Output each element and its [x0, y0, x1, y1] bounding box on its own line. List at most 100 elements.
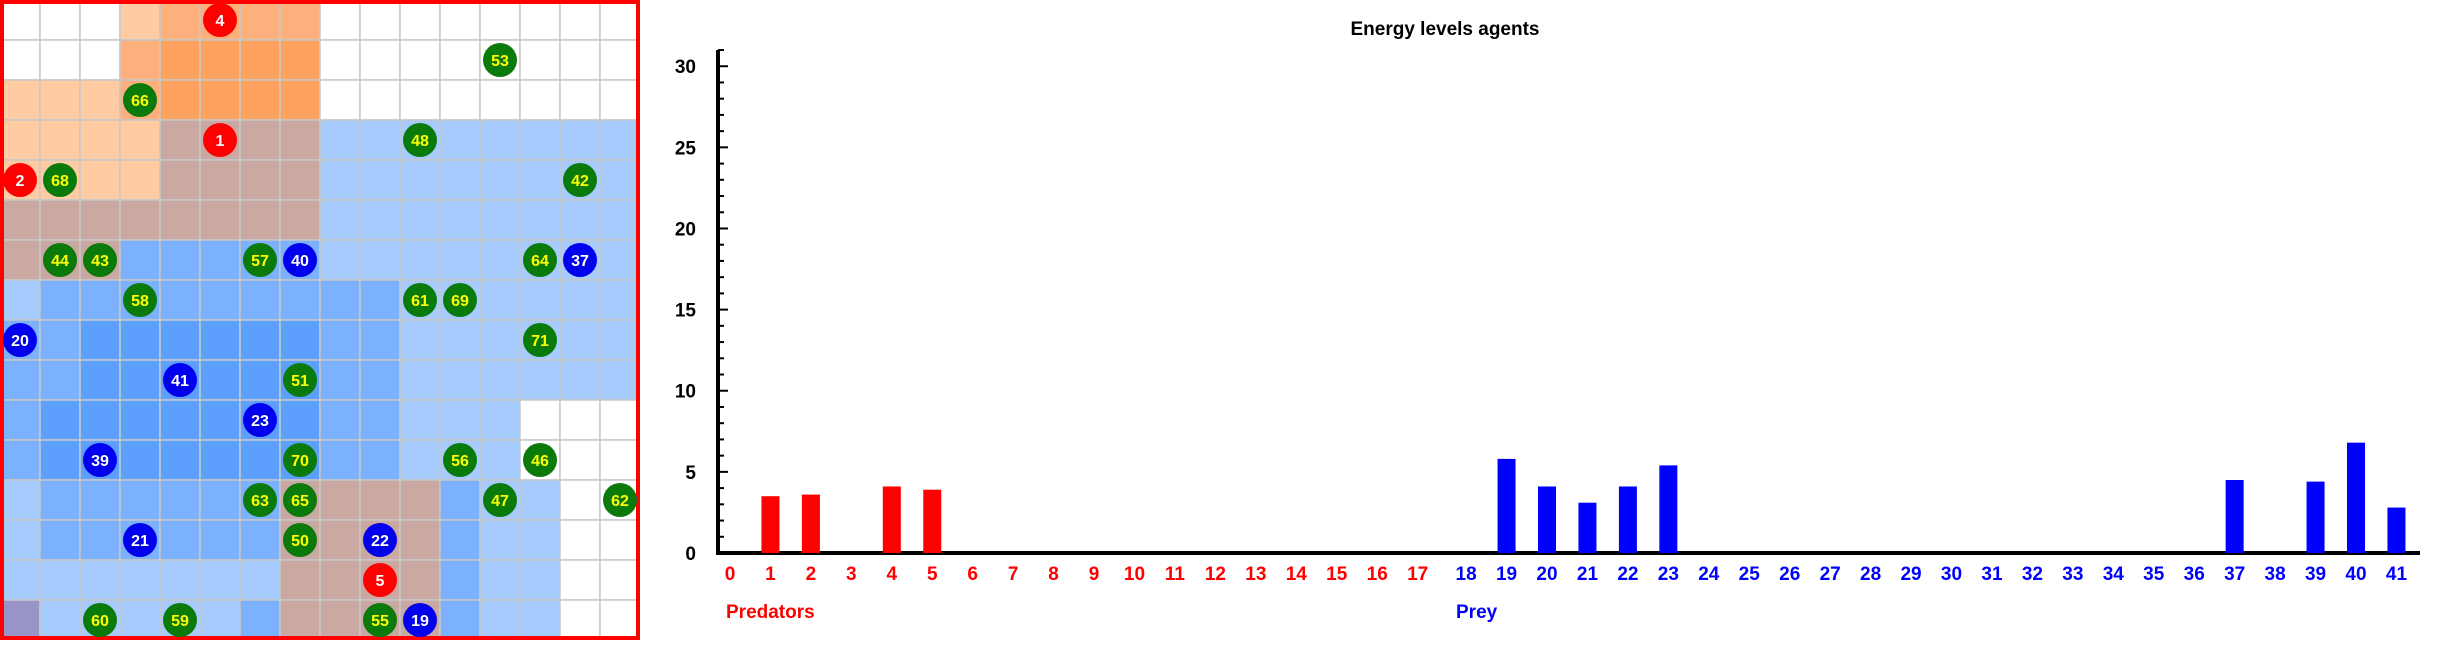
grid-cell — [559, 399, 601, 441]
predator-agent: 4 — [203, 3, 237, 37]
grid-cell — [519, 559, 561, 601]
energy-chart-canvas: Energy levels agents Predators Prey 0510… — [675, 19, 2420, 623]
x-tick-label: 35 — [2143, 564, 2165, 585]
x-tick-label: 24 — [1698, 564, 1720, 585]
grid-cell — [119, 39, 161, 81]
grid-cell — [479, 79, 521, 121]
grid-cell — [239, 39, 281, 81]
grid-cell — [599, 439, 641, 481]
grid-cell — [0, 559, 41, 601]
grid-cell — [119, 359, 161, 401]
food-agent: 42 — [563, 163, 597, 197]
grid-cell — [519, 39, 561, 81]
grid-cell — [319, 79, 361, 121]
grid-cell — [239, 79, 281, 121]
agent-id-label: 61 — [411, 293, 429, 310]
grid-cell — [479, 399, 521, 441]
x-tick-label: 22 — [1617, 564, 1638, 585]
grid-cell — [159, 279, 201, 321]
grid-cell — [119, 319, 161, 361]
prey-agent-marker — [123, 523, 157, 557]
x-tick-label: 30 — [1941, 564, 1962, 585]
grid-cell — [319, 39, 361, 81]
grid-cell — [599, 0, 641, 41]
grid-cell — [559, 39, 601, 81]
food-agent: 56 — [443, 443, 477, 477]
grid-cell — [0, 439, 41, 481]
agent-id-label: 41 — [171, 373, 189, 390]
prey-agent: 37 — [563, 243, 597, 277]
food-agent-marker — [283, 523, 317, 557]
grid-cell — [519, 279, 561, 321]
grid-cell — [199, 359, 241, 401]
agent-id-label: 71 — [531, 333, 549, 350]
grid-cell — [239, 599, 281, 641]
grid-cell — [0, 199, 41, 241]
grid-cell — [39, 359, 81, 401]
food-agent: 66 — [123, 83, 157, 117]
grid-cell — [359, 399, 401, 441]
prey-agent: 41 — [163, 363, 197, 397]
food-agent: 58 — [123, 283, 157, 317]
grid-cell — [199, 599, 241, 641]
legend-prey: Prey — [1456, 602, 1498, 623]
grid-cell — [519, 359, 561, 401]
grid-cell — [479, 159, 521, 201]
grid-cell — [559, 119, 601, 161]
grid-cell — [39, 79, 81, 121]
grid-cell — [159, 119, 201, 161]
grid-cell — [119, 399, 161, 441]
x-tick-label: 2 — [806, 564, 817, 585]
grid-cell — [0, 479, 41, 521]
food-agent: 43 — [83, 243, 117, 277]
grid-cell — [79, 159, 121, 201]
x-tick-label: 37 — [2224, 564, 2245, 585]
grid-cell — [39, 479, 81, 521]
grid-cell — [559, 559, 601, 601]
prey-agent: 20 — [3, 323, 37, 357]
x-tick-label: 19 — [1496, 564, 1517, 585]
food-agent: 59 — [163, 603, 197, 637]
x-tick-label: 39 — [2305, 564, 2326, 585]
grid-cell — [239, 359, 281, 401]
food-agent-marker — [283, 443, 317, 477]
grid-cell — [79, 399, 121, 441]
x-tick-label: 32 — [2022, 564, 2043, 585]
grid-cell — [119, 479, 161, 521]
grid-cell — [39, 199, 81, 241]
x-tick-label: 10 — [1124, 564, 1145, 585]
prey-agent-marker — [243, 403, 277, 437]
grid-cell — [599, 519, 641, 561]
grid-cell — [439, 199, 481, 241]
grid-cell — [39, 519, 81, 561]
grid-cell — [559, 0, 601, 41]
grid-cell — [439, 479, 481, 521]
agent-id-label: 4 — [216, 13, 225, 30]
grid-cell — [199, 79, 241, 121]
food-agent-marker — [243, 243, 277, 277]
grid-cell — [279, 39, 321, 81]
agent-id-label: 21 — [131, 533, 149, 550]
grid-cell — [359, 39, 401, 81]
grid-cell — [439, 319, 481, 361]
grid-cell — [599, 359, 641, 401]
food-agent: 53 — [483, 43, 517, 77]
food-agent-marker — [523, 323, 557, 357]
grid-cell — [519, 519, 561, 561]
grid-cell — [439, 559, 481, 601]
grid-cell — [159, 199, 201, 241]
grid-cell — [359, 159, 401, 201]
food-agent: 63 — [243, 483, 277, 517]
grid-cell — [559, 599, 601, 641]
grid-cell — [559, 79, 601, 121]
grid-cell — [599, 159, 641, 201]
grid-cell — [39, 319, 81, 361]
predators-energy-bar — [761, 496, 780, 553]
predators-energy-bar — [882, 486, 901, 553]
y-tick-label: 25 — [675, 138, 697, 159]
grid-cell — [239, 559, 281, 601]
grid-cell — [159, 519, 201, 561]
grid-cell — [79, 39, 121, 81]
food-agent-marker — [403, 283, 437, 317]
grid-cell — [479, 279, 521, 321]
